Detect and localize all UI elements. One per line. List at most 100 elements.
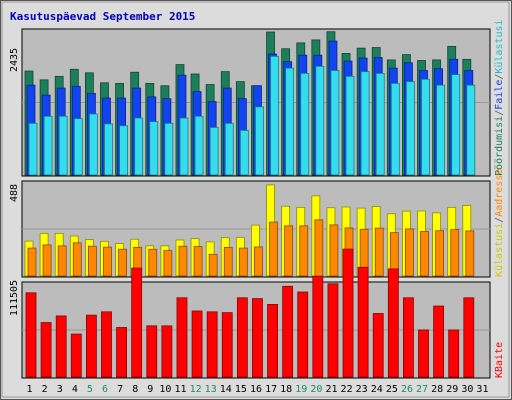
legend-kulastusi-mid: Külastusi	[494, 223, 505, 277]
bar-kbaite-day-5	[85, 314, 97, 378]
bar-k-lastusi-day-28	[436, 84, 446, 176]
bar-k-lastusi-day-23	[360, 71, 370, 176]
bar-k-lastusi-day-14	[224, 122, 234, 176]
x-tick-label: 8	[132, 384, 138, 395]
bar-kbaite-day-10	[161, 325, 173, 378]
x-tick-label: 29	[446, 384, 458, 395]
top-legend: Pöördumisi/Faile/Külastusi	[494, 19, 505, 176]
bar-k-lastusi-day-10	[164, 122, 174, 176]
middle-bars	[24, 184, 475, 277]
x-tick-label: 3	[57, 384, 63, 395]
x-tick-label: 14	[220, 384, 232, 395]
x-tick-label: 5	[87, 384, 93, 395]
bar-k-lastusi-day-13	[209, 127, 219, 176]
bar-kbaite-day-7	[116, 327, 127, 378]
bar-aadresse-day-16	[254, 246, 263, 277]
bar-kbaite-day-1	[25, 292, 37, 378]
bar-k-lastusi-day-24	[375, 73, 385, 176]
bar-k-lastusi-day-27	[421, 78, 430, 176]
x-tick-label: 27	[416, 384, 428, 395]
bar-k-lastusi-day-5	[88, 113, 98, 176]
bar-k-lastusi-day-3	[58, 115, 68, 176]
bottom-legend: KBaite	[494, 342, 505, 378]
x-tick-label: 15	[235, 384, 247, 395]
bar-kbaite-day-2	[40, 322, 52, 378]
x-tick-label: 2	[42, 384, 48, 395]
bar-aadresse-day-15	[238, 247, 248, 277]
bar-kbaite-day-3	[55, 315, 67, 378]
x-tick-label: 6	[102, 384, 108, 395]
bar-k-lastusi-day-30	[466, 84, 476, 176]
bar-kbaite-day-28	[433, 305, 445, 378]
bar-kbaite-day-22	[342, 248, 354, 378]
bar-kbaite-day-16	[252, 298, 263, 378]
bar-kbaite-day-15	[236, 297, 248, 378]
bar-kbaite-day-4	[70, 333, 82, 378]
bar-k-lastusi-day-20	[315, 65, 325, 176]
bar-kbaite-day-26	[403, 297, 414, 378]
x-tick-label: 25	[386, 384, 398, 395]
bar-aadresse-day-28	[435, 230, 445, 277]
bar-k-lastusi-day-18	[285, 67, 295, 176]
bar-k-lastusi-day-22	[345, 75, 355, 176]
bar-kbaite-day-12	[191, 310, 203, 378]
bar-kbaite-day-19	[297, 291, 309, 378]
bar-kbaite-day-14	[221, 312, 233, 378]
bar-aadresse-day-12	[193, 246, 203, 277]
bar-k-lastusi-day-9	[149, 121, 159, 176]
bar-kbaite-day-24	[372, 313, 384, 378]
bar-aadresse-day-24	[374, 227, 384, 277]
bar-k-lastusi-day-15	[239, 129, 249, 176]
bar-aadresse-day-14	[223, 246, 233, 277]
bar-kbaite-day-23	[357, 266, 369, 378]
x-tick-label: 21	[325, 384, 337, 395]
bar-aadresse-day-11	[178, 245, 188, 277]
bar-kbaite-day-29	[448, 329, 460, 378]
bar-kbaite-day-30	[463, 297, 475, 378]
bar-aadresse-day-18	[284, 225, 294, 277]
x-tick-label: 16	[250, 384, 262, 395]
bar-aadresse-day-30	[465, 230, 475, 277]
x-tick-label: 30	[461, 384, 473, 395]
bar-aadresse-day-20	[314, 219, 324, 277]
x-tick-label: 4	[72, 384, 78, 395]
x-tick-label: 26	[401, 384, 413, 395]
bar-k-lastusi-day-11	[179, 117, 189, 176]
bottom-y-max-label: 111505	[9, 280, 20, 316]
x-tick-label: 24	[371, 384, 383, 395]
x-axis-labels: 1 2 3 4 5 6 7 8 9 10 11 12 13 14 15 16 17 18 19 20 21 22 23 24 2…	[27, 384, 489, 395]
bar-k-lastusi-day-25	[390, 82, 400, 176]
bar-aadresse-day-2	[42, 244, 52, 277]
bar-aadresse-day-17	[269, 221, 278, 277]
bar-aadresse-day-27	[420, 231, 429, 277]
x-tick-label: 20	[310, 384, 322, 395]
bar-aadresse-day-29	[450, 229, 460, 277]
legend-separator: /	[494, 74, 505, 80]
bar-aadresse-day-1	[27, 247, 37, 277]
bar-aadresse-day-9	[148, 248, 158, 277]
bar-k-lastusi-day-29	[451, 74, 461, 176]
bar-k-lastusi-day-21	[330, 70, 340, 176]
x-tick-label: 23	[356, 384, 368, 395]
top-y-max-label: 2435	[9, 48, 20, 72]
bar-aadresse-day-21	[329, 224, 339, 277]
bar-kbaite-day-11	[176, 297, 188, 378]
x-tick-label: 1	[27, 384, 33, 395]
bar-k-lastusi-day-1	[28, 122, 38, 176]
middle-y-max-label: 488	[9, 184, 20, 202]
bar-aadresse-day-10	[163, 250, 173, 277]
x-tick-label: 7	[117, 384, 123, 395]
bar-aadresse-day-13	[208, 253, 218, 277]
bar-aadresse-day-4	[72, 242, 82, 277]
bar-k-lastusi-day-16	[255, 106, 264, 176]
bar-kbaite-day-25	[387, 268, 399, 378]
bottom-bars	[25, 248, 475, 378]
x-tick-label: 12	[190, 384, 202, 395]
x-tick-label: 22	[341, 384, 353, 395]
bar-kbaite-day-9	[146, 325, 158, 378]
bar-aadresse-day-6	[103, 246, 112, 277]
bar-k-lastusi-day-7	[119, 125, 128, 176]
bar-kbaite-day-8	[131, 267, 143, 378]
